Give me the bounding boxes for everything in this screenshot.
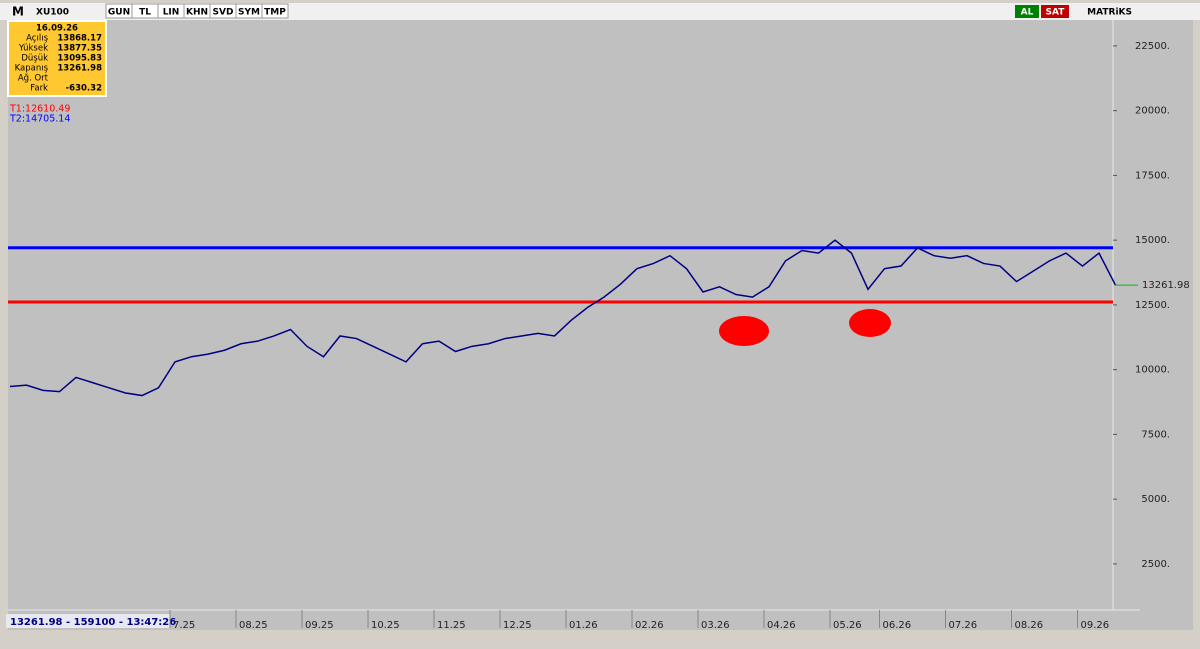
y-tick-label: 7500. (1141, 429, 1170, 440)
toolbar-button-label: SVD (213, 8, 234, 18)
x-tick-label: 04.26 (767, 620, 796, 631)
x-tick-label: 03.26 (701, 620, 730, 631)
toolbar-button-label: TMP (264, 8, 286, 18)
x-axis-area (8, 610, 1193, 630)
x-tick-label: 09.25 (305, 620, 334, 631)
info-value: 13868.17 (57, 34, 102, 44)
x-tick-label: 11.25 (437, 620, 466, 631)
toolbar (0, 3, 1200, 20)
y-tick-label: 17500. (1135, 170, 1170, 181)
info-value: -630.32 (66, 84, 102, 94)
x-tick-label: 08.25 (239, 620, 268, 631)
x-tick-label: 01.26 (569, 620, 598, 631)
info-label: Ağ. Ort (18, 74, 49, 84)
toolbar-button-label: LIN (163, 8, 180, 18)
status-text: 13261.98 - 159100 - 13:47:26 (10, 617, 176, 628)
info-value: 13877.35 (57, 44, 102, 54)
info-label: Kapanış (15, 64, 49, 74)
x-tick-label: 08.26 (1015, 620, 1044, 631)
reference-label: T2:14705.14 (9, 114, 70, 125)
x-tick-label: 05.26 (833, 620, 862, 631)
toolbar-button-label: TL (139, 8, 151, 18)
y-axis-area (1113, 20, 1193, 610)
y-tick-label: 5000. (1141, 494, 1170, 505)
sell-button[interactable] (1041, 5, 1069, 18)
y-tick-label: 12500. (1135, 300, 1170, 311)
info-date: 16.09.26 (36, 24, 78, 34)
buy-label[interactable]: AL (1021, 8, 1034, 18)
reference-label: T1:12610.49 (9, 104, 70, 115)
brand: MATRiKS (1087, 8, 1132, 18)
toolbar-button (261, 3, 289, 19)
y-tick-label: 20000. (1135, 106, 1170, 117)
plot-area (8, 20, 1113, 610)
info-label: Açılış (26, 34, 48, 44)
y-tick-label: 10000. (1135, 365, 1170, 376)
info-label: Fark (30, 84, 48, 94)
x-tick-label: 07.26 (949, 620, 978, 631)
annotation-ellipse (719, 316, 769, 346)
x-tick-label: 7.25 (173, 620, 195, 631)
buy-button[interactable] (1015, 5, 1039, 18)
x-tick-label: 02.26 (635, 620, 664, 631)
x-tick-label: 09.26 (1081, 620, 1110, 631)
logo: M (12, 5, 24, 19)
last-price-label: 13261.98 (1142, 280, 1190, 291)
y-tick-label: 2500. (1141, 559, 1170, 570)
y-tick-label: 22500. (1135, 41, 1170, 52)
info-value: 13095.83 (57, 54, 102, 64)
symbol[interactable]: XU100 (36, 8, 69, 18)
info-label: Yüksek (18, 44, 48, 54)
info-label: Düşük (21, 54, 48, 64)
x-tick-label: 10.25 (371, 620, 400, 631)
x-tick-label: 06.26 (883, 620, 912, 631)
info-value: 13261.98 (57, 64, 102, 74)
toolbar-button-label: KHN (186, 8, 208, 18)
x-tick-label: 12.25 (503, 620, 532, 631)
price-line (9, 239, 1117, 397)
toolbar-button-label: SYM (238, 8, 260, 18)
y-tick-label: 15000. (1135, 235, 1170, 246)
annotation-ellipse (849, 309, 891, 337)
status-box (6, 614, 170, 628)
info-box (7, 20, 107, 97)
sell-label[interactable]: SAT (1046, 8, 1066, 18)
toolbar-button-label: GUN (108, 8, 130, 18)
